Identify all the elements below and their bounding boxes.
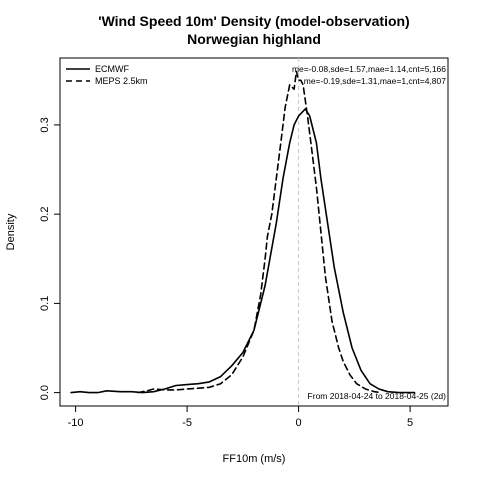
y-tick-label: 0.0: [39, 385, 51, 400]
date-range-note: From 2018-04-24 to 2018-04-25 (2d): [308, 391, 447, 401]
legend-label-ecmwf: ECMWF: [95, 64, 129, 74]
legend-label-meps: MEPS 2.5km: [95, 76, 148, 86]
y-tick-label: 0.2: [39, 207, 51, 222]
y-tick-label: 0.1: [39, 296, 51, 311]
x-axis-label: FF10m (m/s): [223, 453, 286, 465]
stats-meps: me=-0.19,sde=1.31,mae=1,cnt=4,807: [304, 76, 447, 86]
series-line-ecmwf: [70, 108, 416, 394]
series-line-meps: [137, 70, 382, 394]
stats-ecmwf: me=-0.08,sde=1.57,mae=1.14,cnt=5,166: [292, 64, 446, 74]
plot-frame: [59, 57, 449, 407]
y-tick-label: 0.3: [39, 117, 51, 132]
x-tick-label: -5: [182, 417, 192, 429]
x-tick-label: 0: [296, 417, 302, 429]
y-axis-label: Density: [5, 213, 17, 250]
chart-title-line-1: 'Wind Speed 10m' Density (model-observat…: [98, 13, 409, 29]
plot-area: -10 -5 0 5 0.0 0.1 0.2 0.3: [39, 57, 449, 429]
x-tick-label: -10: [68, 417, 84, 429]
chart-title-line-2: Norwegian highland: [187, 31, 321, 47]
x-tick-label: 5: [407, 417, 413, 429]
legend: ECMWF MEPS 2.5km: [66, 64, 148, 86]
